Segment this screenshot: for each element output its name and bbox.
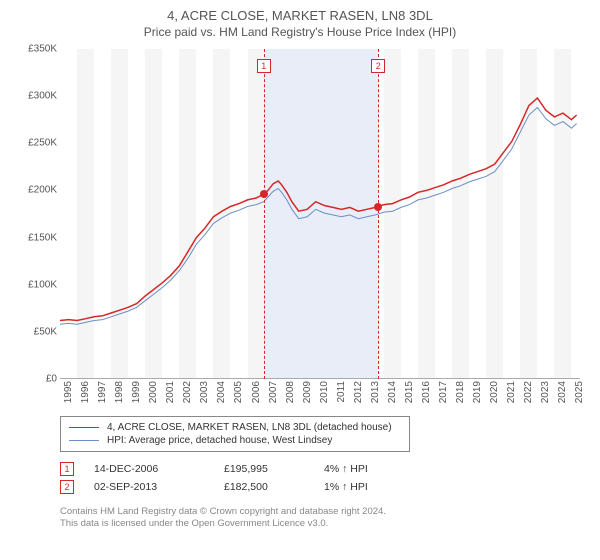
- x-tick-label: 2011: [336, 381, 347, 403]
- legend-row: HPI: Average price, detached house, West…: [69, 434, 401, 447]
- x-tick-label: 2023: [540, 381, 551, 403]
- marker-box-1: 1: [257, 59, 271, 73]
- x-tick-label: 2022: [523, 381, 534, 403]
- x-axis: 1995 1996 1997 1998 1999 2000 2001 2002 2003 2004…: [60, 379, 580, 414]
- legend-row: 4, ACRE CLOSE, MARKET RASEN, LN8 3DL (de…: [69, 421, 401, 434]
- legend-swatch: [69, 440, 99, 441]
- line-chart-svg: [60, 49, 580, 379]
- marker-line-1: [264, 49, 265, 379]
- sale-marker: 2: [60, 480, 74, 494]
- sale-marker: 1: [60, 462, 74, 476]
- sale-row: 1 14-DEC-2006£195,9954% ↑ HPI: [60, 460, 585, 478]
- x-tick-label: 2005: [233, 381, 244, 403]
- sale-price: £195,995: [224, 463, 324, 475]
- sale-row: 2 02-SEP-2013£182,5001% ↑ HPI: [60, 478, 585, 496]
- x-tick-label: 1998: [114, 381, 125, 403]
- x-tick-label: 2015: [404, 381, 415, 403]
- sale-date: 14-DEC-2006: [94, 463, 224, 475]
- x-tick-label: 2006: [251, 381, 262, 403]
- x-tick-label: 2018: [455, 381, 466, 403]
- chart-subtitle: Price paid vs. HM Land Registry's House …: [15, 25, 585, 39]
- y-tick-label: £50K: [34, 326, 57, 337]
- y-tick-label: £250K: [28, 138, 57, 149]
- x-tick-label: 2001: [165, 381, 176, 403]
- chart-container: 4, ACRE CLOSE, MARKET RASEN, LN8 3DL Pri…: [0, 0, 600, 560]
- sale-diff: 4% ↑ HPI: [324, 463, 404, 475]
- x-tick-label: 2024: [557, 381, 568, 403]
- legend: 4, ACRE CLOSE, MARKET RASEN, LN8 3DL (de…: [60, 416, 410, 452]
- x-tick-label: 2007: [268, 381, 279, 403]
- x-tick-label: 2003: [199, 381, 210, 403]
- x-tick-label: 1995: [63, 381, 74, 403]
- marker-dot-1: [260, 190, 268, 198]
- series-property: [60, 98, 577, 321]
- y-tick-label: £200K: [28, 185, 57, 196]
- x-tick-label: 2025: [574, 381, 585, 403]
- plot-area: 12: [60, 49, 580, 379]
- chart-area: £0£50K£100K£150K£200K£250K£300K£350K 12 …: [15, 44, 585, 414]
- y-tick-label: £150K: [28, 232, 57, 243]
- chart-title: 4, ACRE CLOSE, MARKET RASEN, LN8 3DL: [15, 8, 585, 23]
- x-tick-label: 2012: [353, 381, 364, 403]
- x-tick-label: 2014: [387, 381, 398, 403]
- legend-label: 4, ACRE CLOSE, MARKET RASEN, LN8 3DL (de…: [107, 422, 392, 433]
- marker-dot-2: [374, 203, 382, 211]
- x-tick-label: 2010: [319, 381, 330, 403]
- x-tick-label: 1999: [131, 381, 142, 403]
- sale-date: 02-SEP-2013: [94, 481, 224, 493]
- y-tick-label: £0: [46, 374, 57, 385]
- footer-line2: This data is licensed under the Open Gov…: [60, 518, 585, 530]
- y-tick-label: £300K: [28, 91, 57, 102]
- x-tick-label: 2019: [472, 381, 483, 403]
- x-tick-label: 2020: [489, 381, 500, 403]
- footer: Contains HM Land Registry data © Crown c…: [60, 506, 585, 531]
- legend-label: HPI: Average price, detached house, West…: [107, 435, 332, 446]
- x-tick-label: 1997: [97, 381, 108, 403]
- x-tick-label: 2021: [506, 381, 517, 403]
- sale-diff: 1% ↑ HPI: [324, 481, 404, 493]
- x-tick-label: 2002: [182, 381, 193, 403]
- x-tick-label: 2009: [302, 381, 313, 403]
- x-tick-label: 1996: [80, 381, 91, 403]
- y-tick-label: £100K: [28, 279, 57, 290]
- marker-box-2: 2: [371, 59, 385, 73]
- y-tick-label: £350K: [28, 44, 57, 55]
- legend-swatch: [69, 427, 99, 428]
- footer-line1: Contains HM Land Registry data © Crown c…: [60, 506, 585, 518]
- sale-price: £182,500: [224, 481, 324, 493]
- series-hpi: [60, 108, 577, 325]
- x-tick-label: 2013: [370, 381, 381, 403]
- marker-line-2: [378, 49, 379, 379]
- x-tick-label: 2000: [148, 381, 159, 403]
- x-tick-label: 2004: [216, 381, 227, 403]
- sales-list: 1 14-DEC-2006£195,9954% ↑ HPI 2 02-SEP-2013…: [60, 460, 585, 496]
- x-tick-label: 2017: [438, 381, 449, 403]
- y-axis: £0£50K£100K£150K£200K£250K£300K£350K: [15, 49, 60, 379]
- x-tick-label: 2008: [285, 381, 296, 403]
- x-tick-label: 2016: [421, 381, 432, 403]
